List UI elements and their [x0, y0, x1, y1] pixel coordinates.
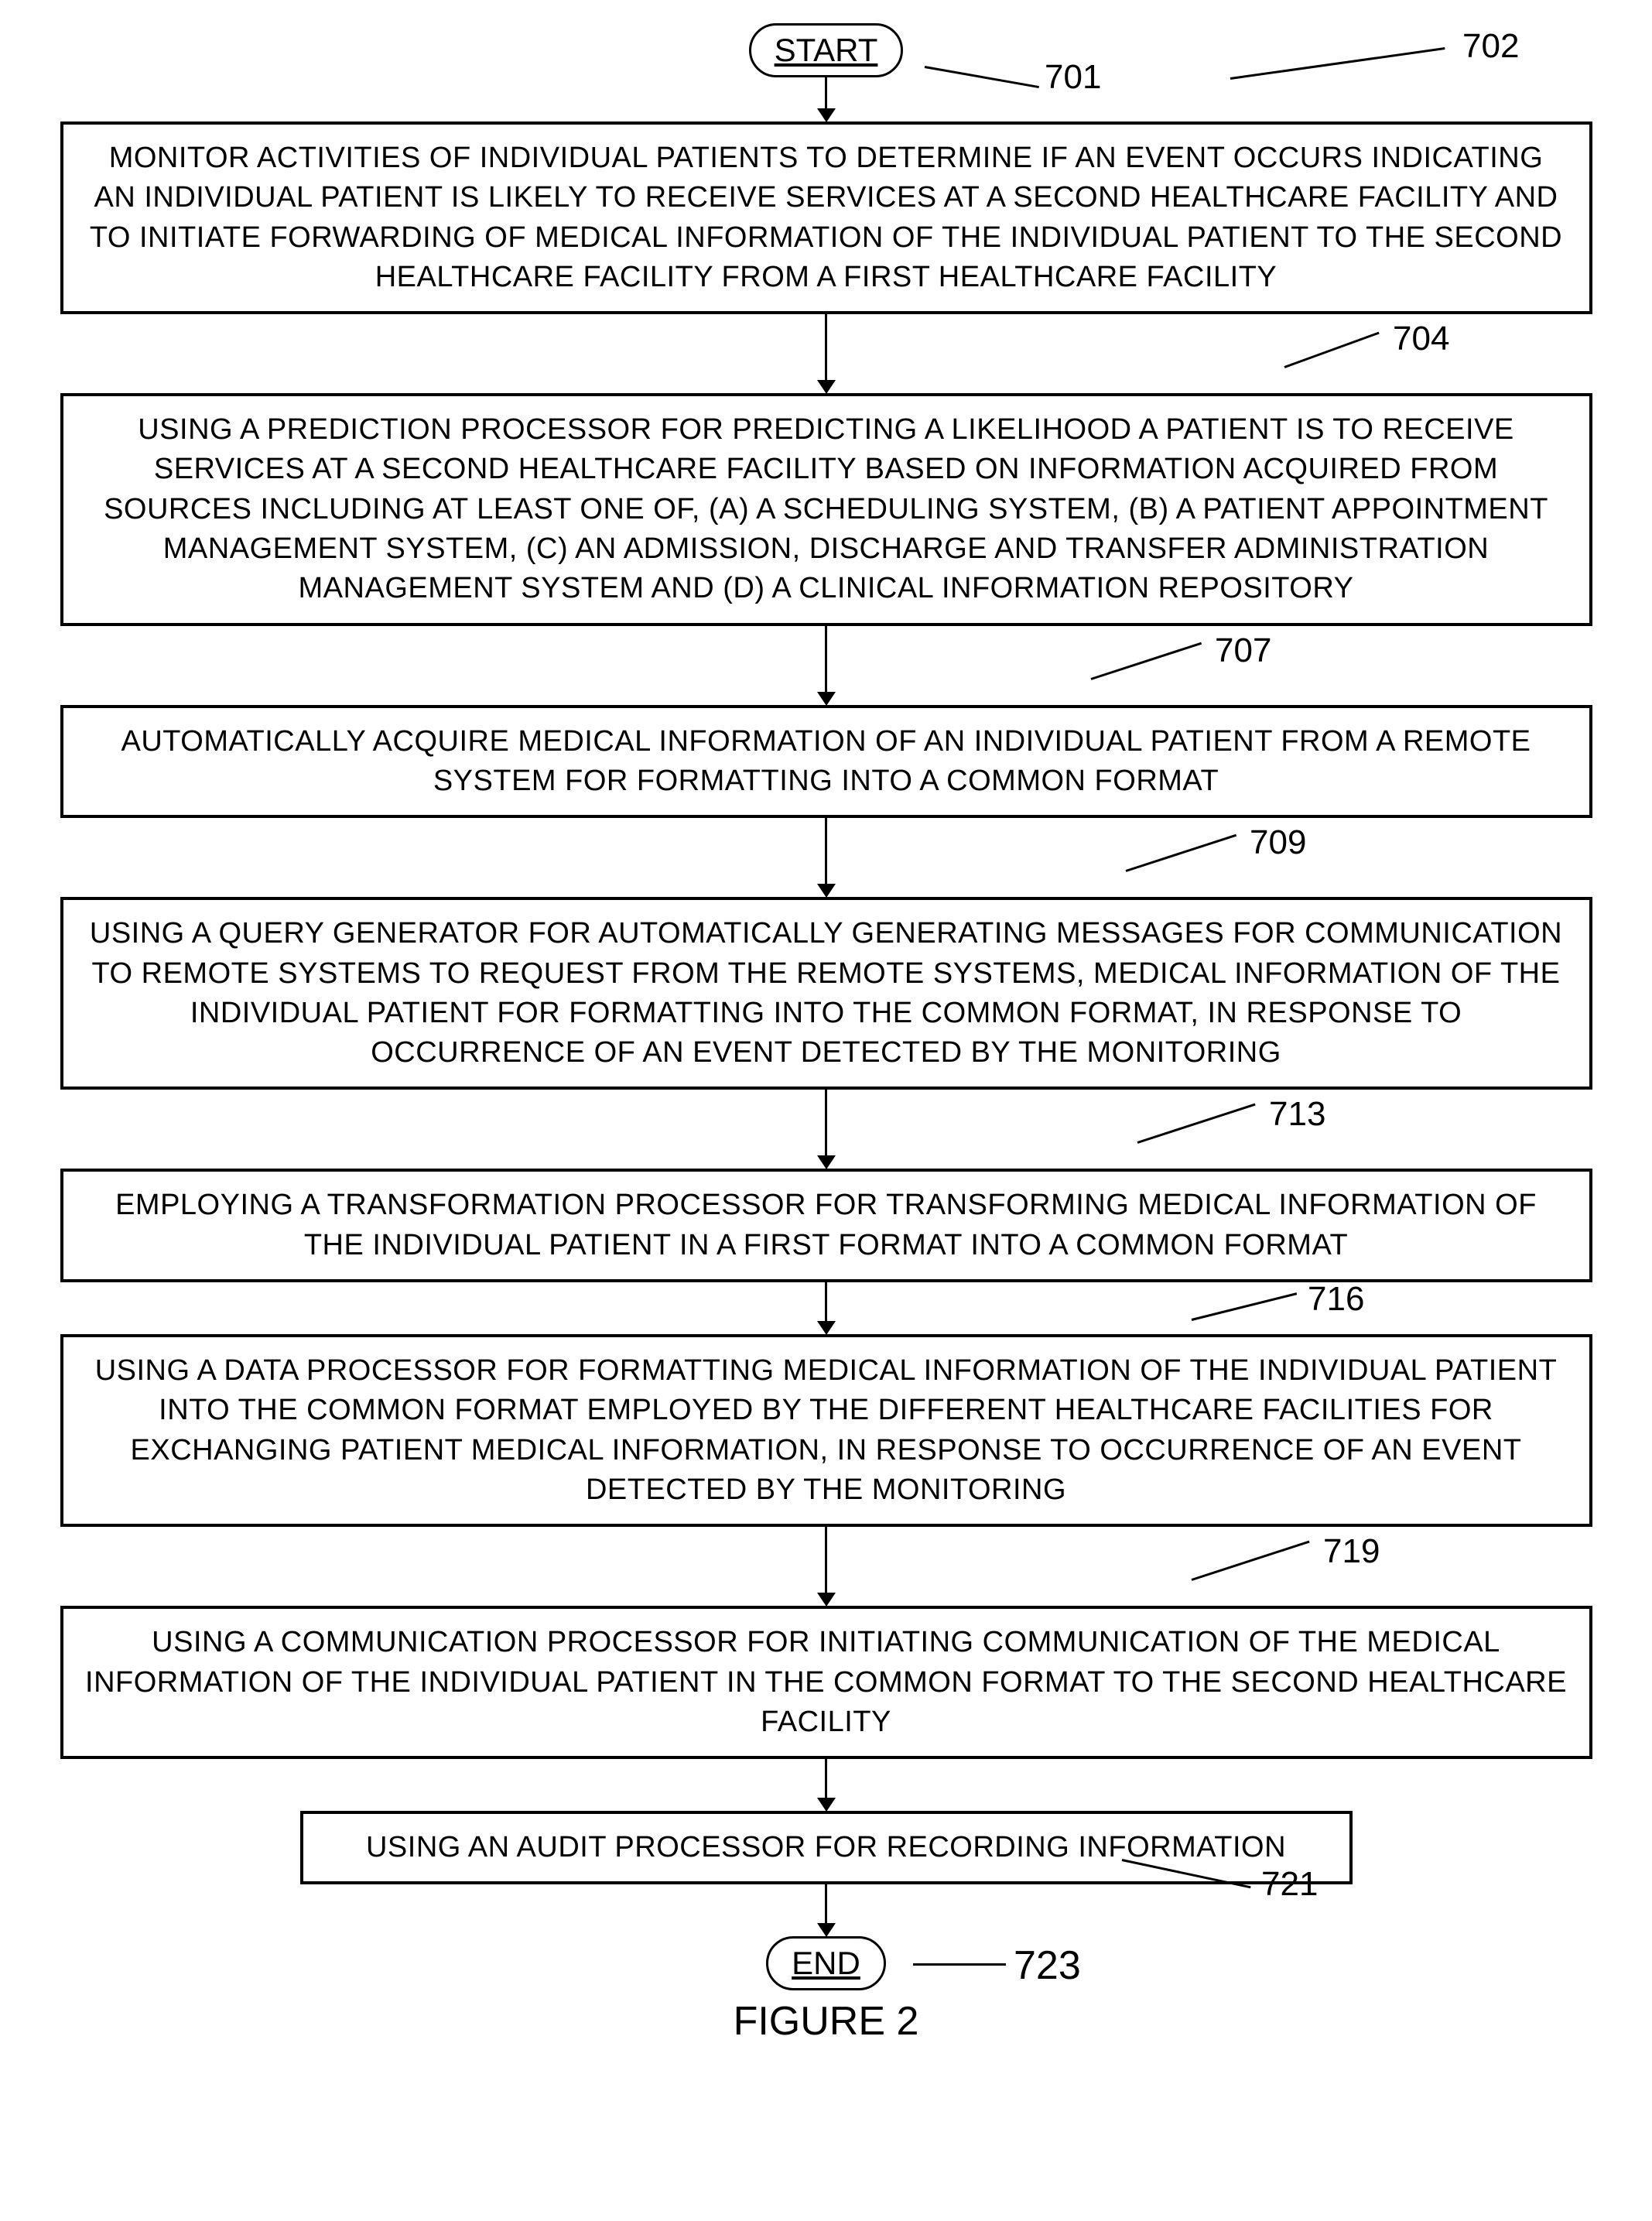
arrow-b3-b4 — [817, 818, 836, 897]
process-box-716: USING A DATA PROCESSOR FOR FORMATTING ME… — [60, 1334, 1592, 1527]
arrow-start-b1 — [817, 77, 836, 121]
box5-row: EMPLOYING A TRANSFORMATION PROCESSOR FOR… — [31, 1169, 1621, 1282]
box4-row: USING A QUERY GENERATOR FOR AUTOMATICALL… — [31, 897, 1621, 1090]
flowchart-container: START 701 702 MONITOR ACTIVITIES OF INDI… — [31, 23, 1621, 2045]
leader-719 — [1192, 1541, 1310, 1581]
leader-723 — [913, 1963, 1006, 1966]
ref-707: 707 — [1215, 631, 1271, 670]
box2-row: USING A PREDICTION PROCESSOR FOR PREDICT… — [31, 393, 1621, 625]
arrow-b5-b6 — [817, 1282, 836, 1334]
box8-row: USING AN AUDIT PROCESSOR FOR RECORDING I… — [31, 1811, 1621, 1884]
box3-row: AUTOMATICALLY ACQUIRE MEDICAL INFORMATIO… — [31, 705, 1621, 819]
ref-723: 723 — [1014, 1942, 1081, 1989]
arrow-b1-b2 — [817, 314, 836, 393]
ref-713: 713 — [1269, 1095, 1325, 1134]
ref-704: 704 — [1393, 320, 1449, 358]
end-terminator: END — [766, 1936, 886, 1990]
process-box-719: USING A COMMUNICATION PROCESSOR FOR INIT… — [60, 1606, 1592, 1759]
process-box-713: EMPLOYING A TRANSFORMATION PROCESSOR FOR… — [60, 1169, 1592, 1282]
process-box-702: MONITOR ACTIVITIES OF INDIVIDUAL PATIENT… — [60, 121, 1592, 314]
ref-701: 701 — [1045, 58, 1101, 97]
process-box-704: USING A PREDICTION PROCESSOR FOR PREDICT… — [60, 393, 1592, 625]
leader-707 — [1091, 642, 1202, 679]
arrow-b8-end — [817, 1884, 836, 1936]
arrow-b7-b8 — [817, 1759, 836, 1811]
ref-721: 721 — [1261, 1865, 1318, 1904]
end-row: END 723 — [31, 1936, 1621, 1990]
arrow-b6-b7 — [817, 1527, 836, 1606]
leader-702 — [1230, 47, 1445, 80]
figure-title: FIGURE 2 — [734, 1998, 919, 2045]
ref-716: 716 — [1308, 1280, 1364, 1319]
leader-704 — [1284, 332, 1379, 368]
ref-702: 702 — [1462, 27, 1519, 66]
process-box-707: AUTOMATICALLY ACQUIRE MEDICAL INFORMATIO… — [60, 705, 1592, 819]
ref-719: 719 — [1323, 1532, 1380, 1571]
arrow-b4-b5 — [817, 1090, 836, 1169]
box7-row: USING A COMMUNICATION PROCESSOR FOR INIT… — [31, 1606, 1621, 1759]
start-terminator: START — [749, 23, 904, 77]
box6-row: USING A DATA PROCESSOR FOR FORMATTING ME… — [31, 1334, 1621, 1527]
leader-709 — [1126, 834, 1237, 872]
leader-713 — [1137, 1104, 1256, 1144]
process-box-709: USING A QUERY GENERATOR FOR AUTOMATICALL… — [60, 897, 1592, 1090]
ref-709: 709 — [1250, 823, 1306, 862]
arrow-b2-b3 — [817, 626, 836, 705]
leader-701 — [925, 66, 1039, 88]
leader-716 — [1192, 1292, 1298, 1321]
start-row: START 701 702 — [31, 23, 1621, 77]
